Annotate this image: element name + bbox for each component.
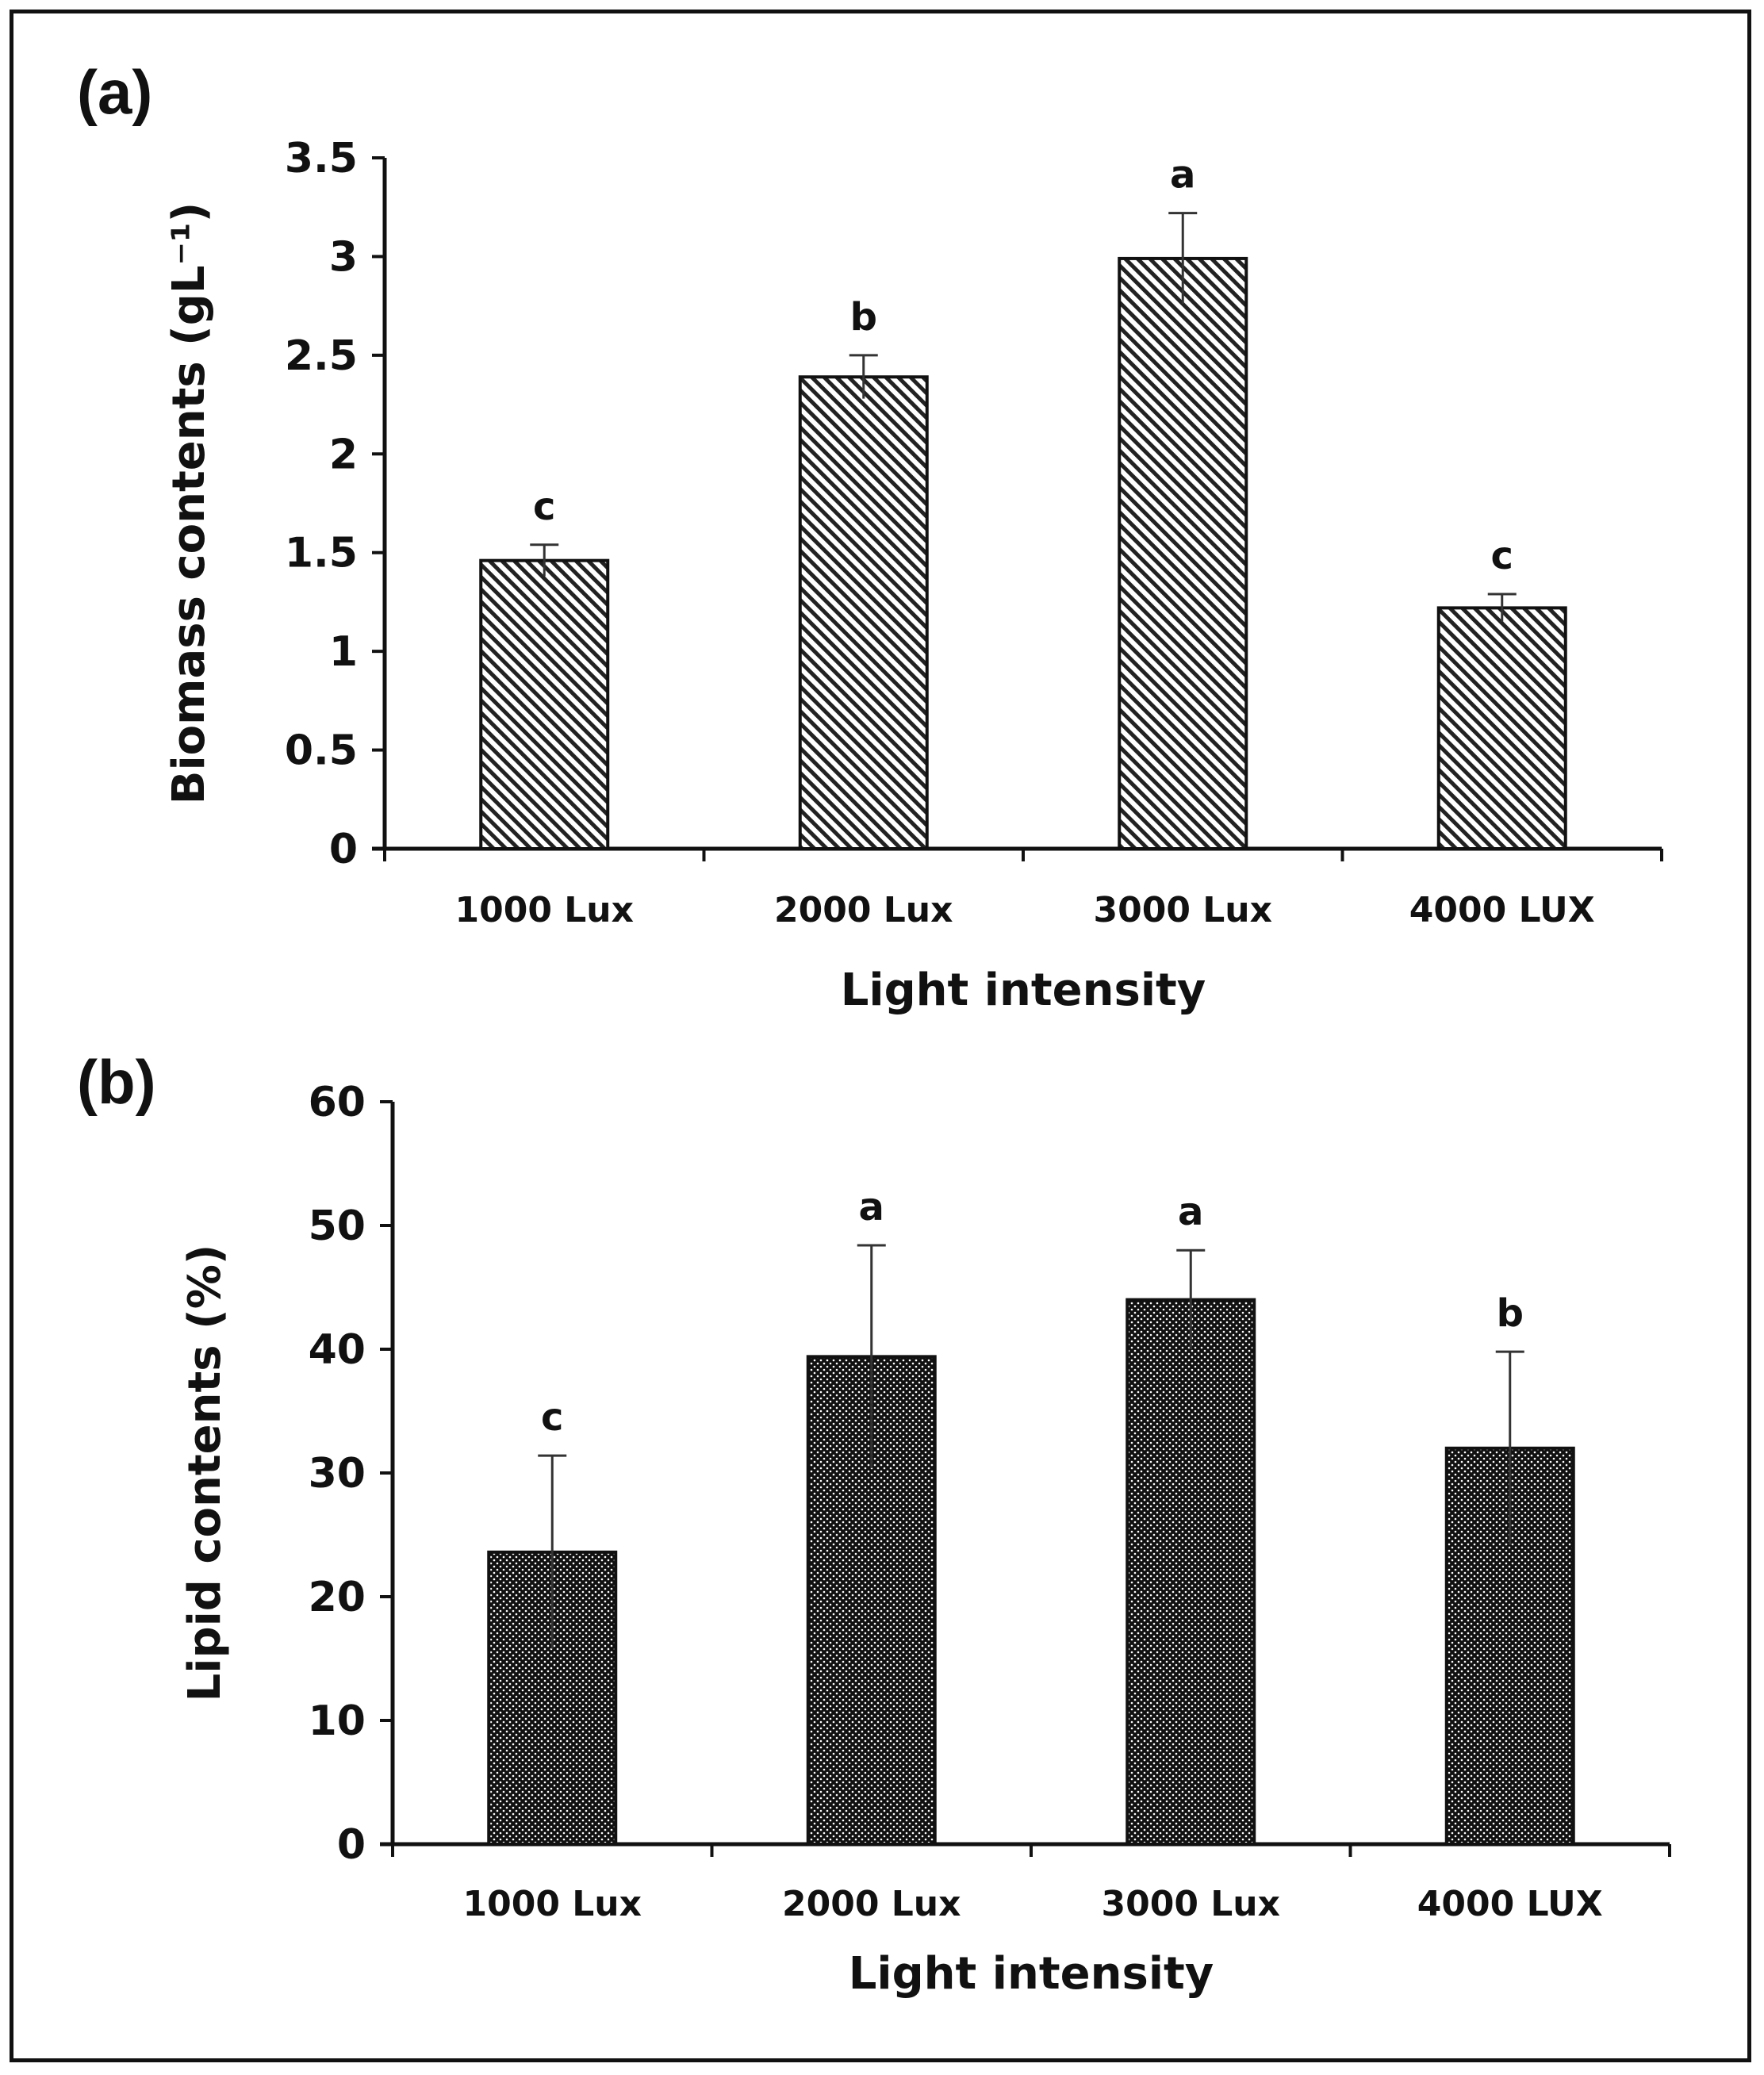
y-tick-label: 40 xyxy=(309,1326,366,1374)
x-tick-label: 1000 Lux xyxy=(454,890,634,930)
significance-letter: b xyxy=(1497,1291,1524,1336)
bar-3 xyxy=(1126,1298,1256,1846)
bar-2 xyxy=(798,375,929,850)
bar-4 xyxy=(1436,606,1567,850)
significance-letter: a xyxy=(1170,153,1195,198)
panel-label: (b) xyxy=(77,1047,156,1117)
panel-label: (a) xyxy=(77,57,152,127)
y-tick-label: 50 xyxy=(309,1202,366,1250)
y-tick-label: 20 xyxy=(309,1574,366,1621)
bar-1 xyxy=(479,558,610,850)
y-tick-label: 2 xyxy=(329,431,358,478)
x-tick-label: 1000 Lux xyxy=(462,1884,642,1924)
two-panel-bar-chart: (a) 0 0.5 1 1.5 2 2.5 3 3.5 c 1000 Lux b 2000 Lux a 30… xyxy=(77,57,1671,2000)
x-tick-label: 3000 Lux xyxy=(1093,890,1272,930)
y-tick-label: 0 xyxy=(329,826,358,873)
y-tick-label: 2.5 xyxy=(285,332,358,380)
x-tick-label: 4000 LUX xyxy=(1417,1884,1603,1924)
y-tick-label: 1.5 xyxy=(285,530,358,577)
panel-a-biomass-chart: (a) 0 0.5 1 1.5 2 2.5 3 3.5 c 1000 Lux b 2000 Lux a 30… xyxy=(77,57,1663,1016)
x-tick-label: 2000 Lux xyxy=(774,890,953,930)
significance-letter: b xyxy=(850,295,877,339)
y-tick-label: 1 xyxy=(329,628,358,676)
y-tick-label: 60 xyxy=(309,1079,366,1126)
significance-letter: c xyxy=(1491,534,1513,578)
y-tick-label: 0.5 xyxy=(285,727,358,775)
significance-letter: c xyxy=(541,1395,563,1440)
y-axis-title: Lipid contents (%) xyxy=(179,1245,231,1702)
bar-3 xyxy=(1118,256,1248,851)
y-tick-label: 3.5 xyxy=(285,135,358,182)
x-tick-label: 4000 LUX xyxy=(1409,890,1595,930)
significance-letter: a xyxy=(859,1185,884,1229)
significance-letter: c xyxy=(533,485,555,529)
x-axis-title: Light intensity xyxy=(841,965,1206,1016)
y-tick-label: 3 xyxy=(329,233,358,281)
y-axis-title: Biomass contents (gL⁻¹) xyxy=(163,202,215,804)
y-tick-label: 10 xyxy=(309,1697,366,1745)
panel-b-lipid-chart: (b) 0 10 20 30 40 50 60 c 1000 Lux a 2000 Lux a 3000 … xyxy=(77,1047,1671,2000)
significance-letter: a xyxy=(1178,1190,1203,1234)
x-axis-title: Light intensity xyxy=(849,1948,1214,2000)
y-tick-label: 30 xyxy=(309,1450,366,1498)
figure-frame: (a) 0 0.5 1 1.5 2 2.5 3 3.5 c 1000 Lux b 2000 Lux a 30… xyxy=(10,10,1751,2062)
x-tick-label: 3000 Lux xyxy=(1101,1884,1280,1924)
y-tick-label: 0 xyxy=(337,1821,366,1869)
x-tick-label: 2000 Lux xyxy=(782,1884,961,1924)
